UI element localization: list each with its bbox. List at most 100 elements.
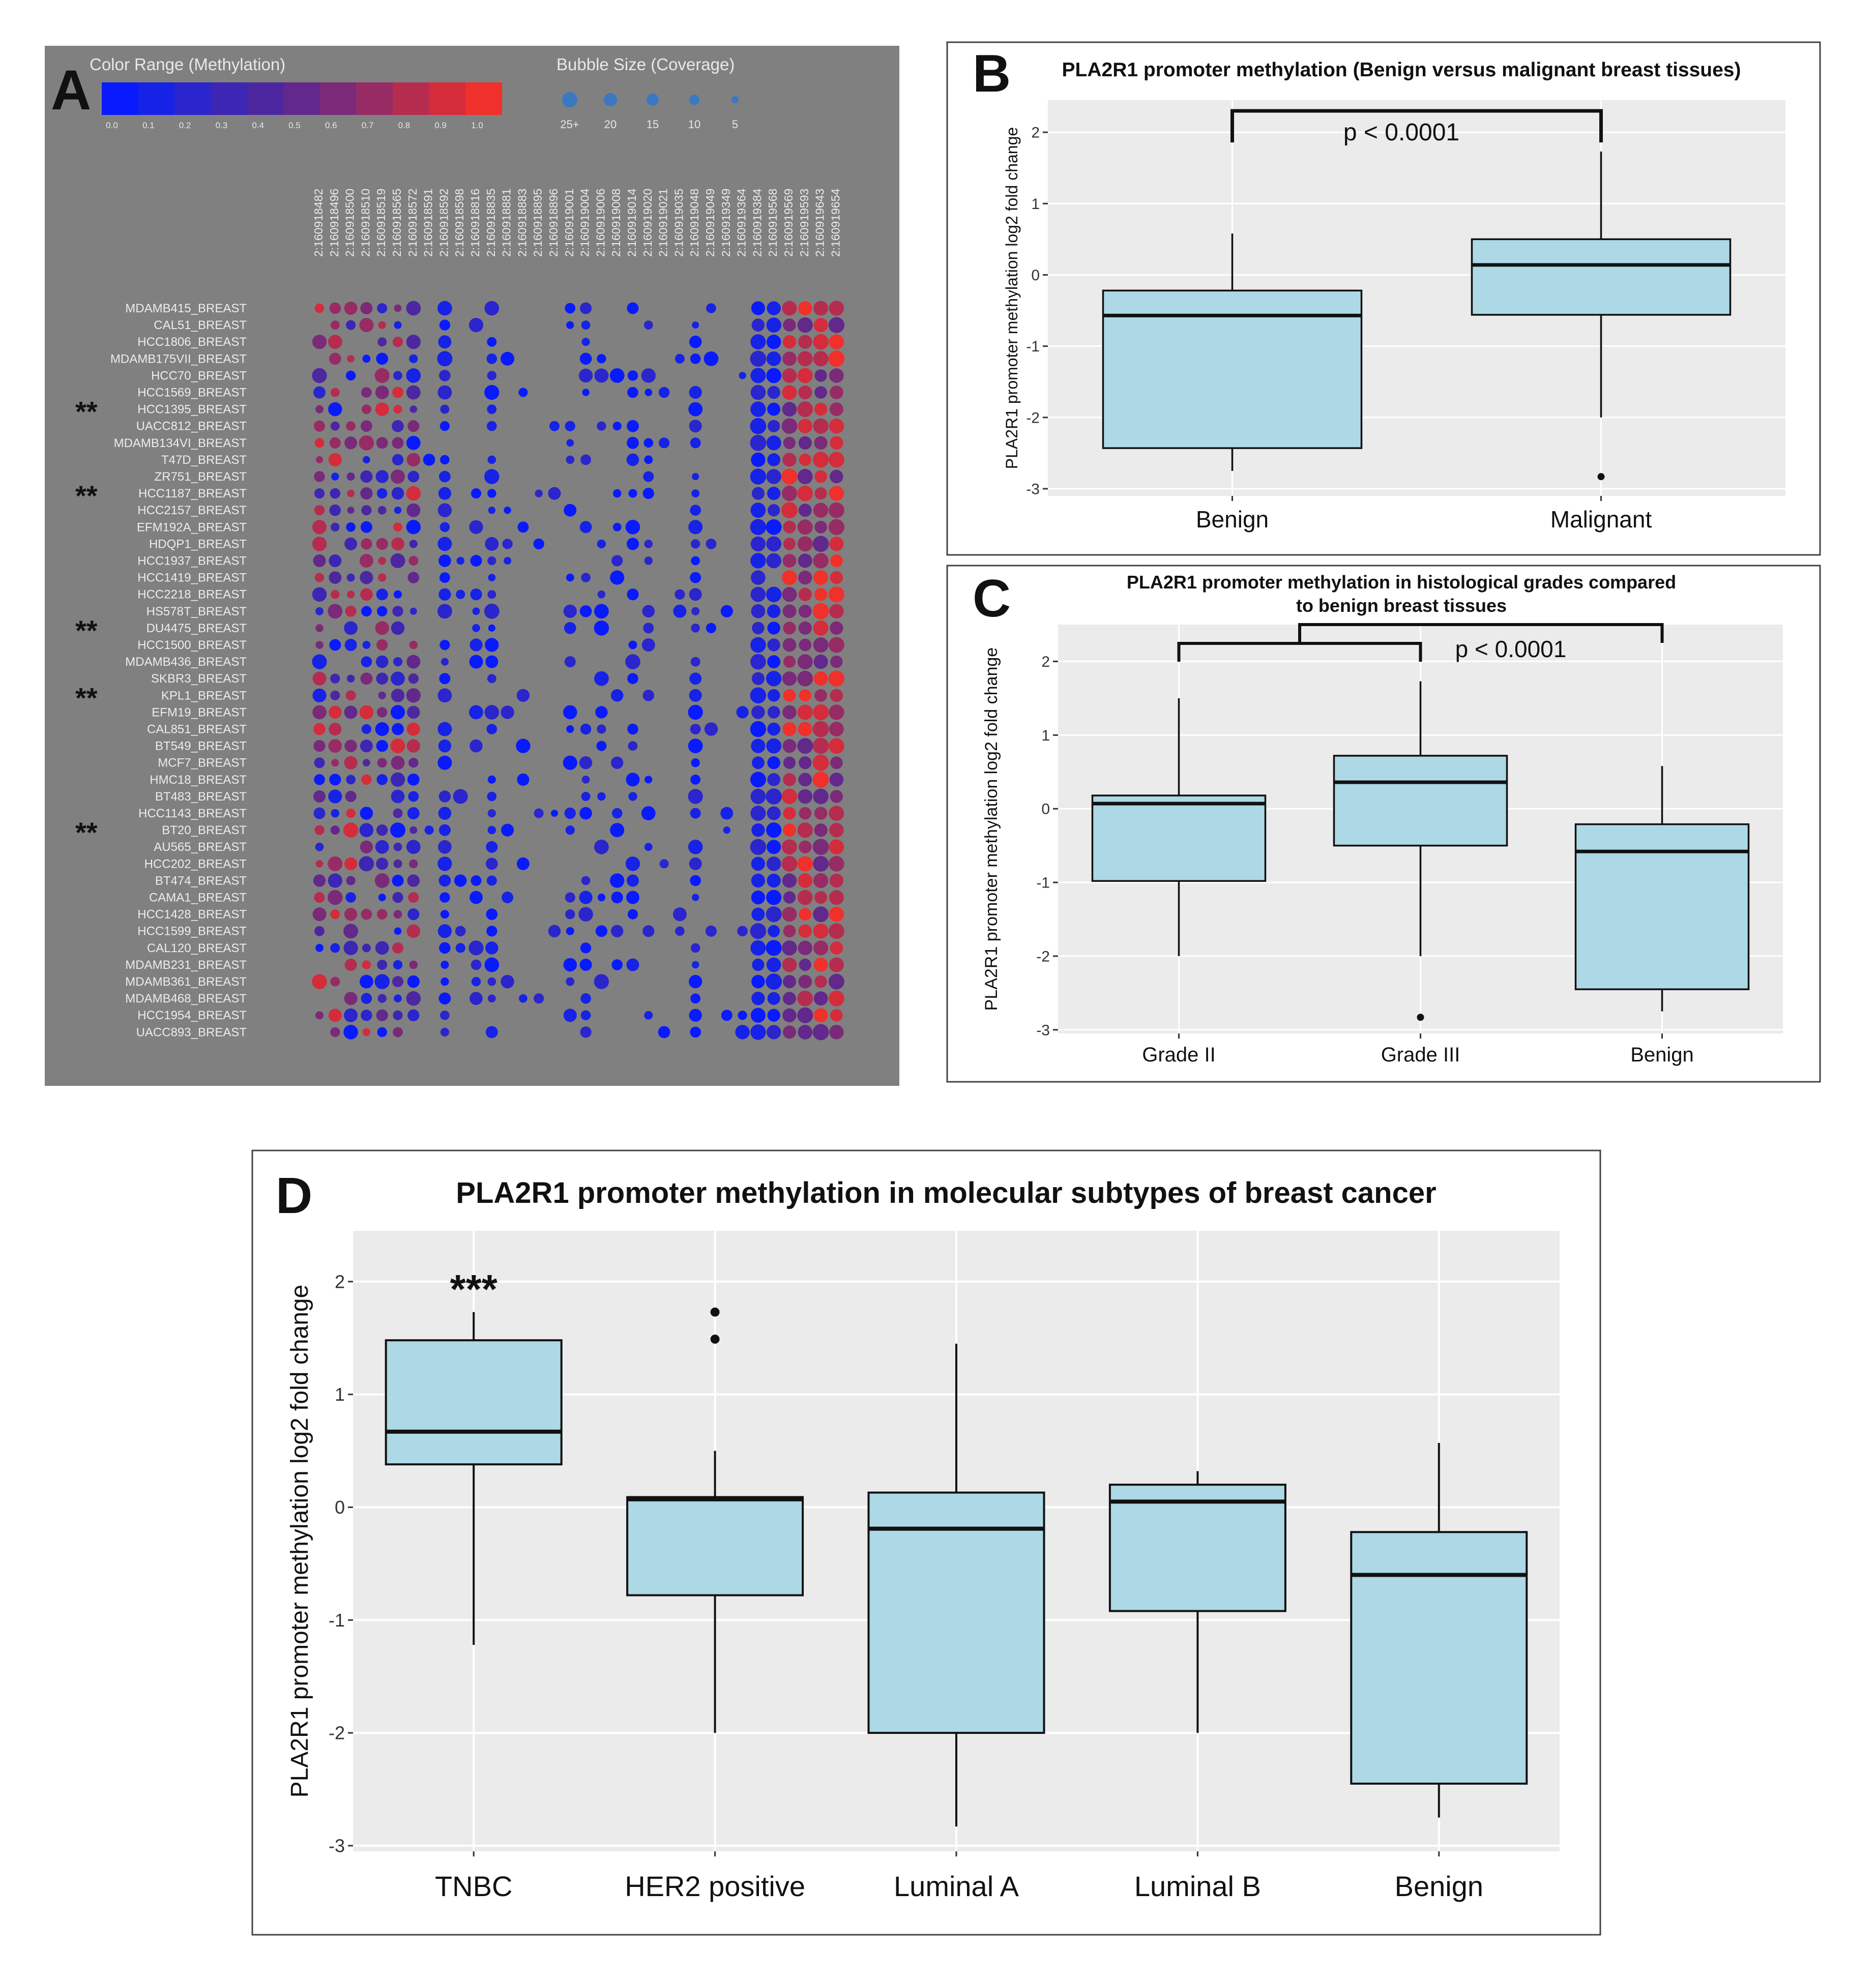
- methylation-dot: [471, 488, 482, 499]
- methylation-dot: [378, 556, 386, 565]
- methylation-dot: [375, 621, 389, 635]
- methylation-dot: [517, 773, 530, 786]
- methylation-dot: [751, 890, 765, 905]
- methylation-dot: [830, 386, 843, 399]
- y-tick-label: -3: [329, 1836, 345, 1856]
- methylation-dot: [813, 318, 828, 333]
- methylation-dot: [814, 470, 827, 483]
- methylation-dot: [377, 506, 387, 515]
- column-label: 2:160919654: [829, 188, 842, 257]
- panel-c-boxplot: -3 -2 -1 0 1 2 Grade II Grade III Benign PLA2R1 p…: [982, 623, 1783, 1066]
- methylation-dot: [830, 790, 843, 803]
- methylation-dot: [437, 755, 452, 770]
- methylation-dot: [626, 538, 639, 550]
- methylation-dot: [488, 507, 495, 514]
- methylation-dot: [361, 606, 372, 617]
- row-label: HCC1143_BREAST: [138, 807, 247, 820]
- methylation-dot: [470, 992, 483, 1005]
- row-label: KPL1_BREAST: [161, 689, 247, 702]
- methylation-dot: [328, 739, 342, 753]
- methylation-dot: [330, 825, 340, 835]
- methylation-dot: [691, 539, 700, 549]
- methylation-dot: [359, 856, 374, 872]
- methylation-dot: [409, 607, 417, 615]
- methylation-dot: [328, 789, 342, 804]
- outlier-point: [1597, 473, 1605, 481]
- methylation-dot: [783, 925, 796, 938]
- methylation-dot: [751, 705, 765, 719]
- methylation-dot: [408, 892, 419, 903]
- methylation-dot: [830, 554, 843, 567]
- methylation-dot: [581, 573, 591, 582]
- methylation-dot: [391, 789, 405, 804]
- significance-marker: **: [75, 614, 98, 646]
- methylation-dot: [394, 994, 402, 1002]
- y-tick-label: 1: [1031, 196, 1040, 213]
- methylation-dot: [767, 487, 781, 500]
- methylation-dot: [440, 1010, 450, 1020]
- methylation-dot: [814, 369, 827, 382]
- methylation-dot: [689, 335, 702, 348]
- methylation-dot: [625, 520, 640, 535]
- methylation-dot: [644, 843, 653, 851]
- methylation-dot: [346, 876, 356, 885]
- methylation-dot: [750, 350, 767, 367]
- methylation-dot: [347, 489, 355, 497]
- methylation-dot: [504, 507, 511, 514]
- methylation-dot: [563, 705, 577, 720]
- methylation-dot: [501, 351, 515, 366]
- methylation-dot: [611, 756, 624, 769]
- methylation-dot: [626, 453, 639, 466]
- methylation-dot: [580, 1026, 592, 1038]
- methylation-dot: [315, 860, 324, 868]
- methylation-dot: [344, 302, 358, 315]
- methylation-dot: [783, 520, 796, 534]
- methylation-dot: [798, 773, 812, 787]
- methylation-dot: [438, 588, 451, 601]
- methylation-dot: [487, 590, 496, 599]
- column-label: 2:160918572: [406, 189, 419, 257]
- methylation-dot: [376, 909, 388, 920]
- row-label: MDAMB134VI_BREAST: [114, 436, 247, 450]
- column-label: 2:160918896: [547, 189, 560, 257]
- methylation-dot: [361, 774, 372, 785]
- methylation-dot: [830, 655, 843, 668]
- methylation-dot: [781, 485, 798, 501]
- methylation-dot: [390, 739, 405, 753]
- bubble-legend-circle: [562, 92, 577, 107]
- column-label: 2:160919035: [672, 189, 685, 257]
- methylation-dot: [406, 503, 421, 517]
- column-label: 2:160918816: [468, 189, 482, 257]
- methylation-dot: [828, 670, 845, 687]
- methylation-dot: [359, 823, 374, 837]
- color-tick-label: 0.2: [179, 121, 191, 130]
- methylation-dot: [642, 488, 654, 499]
- panel-b: B PLA2R1 promoter methylation (Benign ve…: [946, 41, 1821, 556]
- methylation-dot: [768, 420, 780, 432]
- panel-a-heatmap: A Color Range (Methylation) Bubble Size …: [45, 46, 899, 1086]
- methylation-dot: [438, 992, 451, 1005]
- methylation-dot: [328, 335, 342, 349]
- methylation-dot: [783, 318, 796, 332]
- methylation-dot: [437, 351, 453, 367]
- methylation-dot: [328, 873, 342, 888]
- methylation-dot: [610, 570, 625, 585]
- methylation-dot: [486, 926, 497, 937]
- methylation-dot: [689, 689, 702, 702]
- methylation-dot: [534, 993, 544, 1004]
- outlier-point: [1417, 1014, 1424, 1021]
- methylation-dot: [439, 522, 450, 533]
- methylation-dot: [564, 807, 576, 819]
- methylation-dot: [675, 926, 685, 936]
- methylation-dot: [767, 1009, 780, 1022]
- methylation-dot: [314, 926, 325, 936]
- methylation-dot: [688, 739, 703, 753]
- methylation-dot: [438, 874, 451, 887]
- methylation-dot: [437, 503, 452, 517]
- methylation-dot: [830, 1009, 843, 1022]
- methylation-dot: [312, 537, 327, 551]
- methylation-dot: [406, 486, 421, 501]
- methylation-dot: [393, 842, 402, 851]
- methylation-dot: [798, 873, 813, 888]
- methylation-dot: [516, 689, 530, 702]
